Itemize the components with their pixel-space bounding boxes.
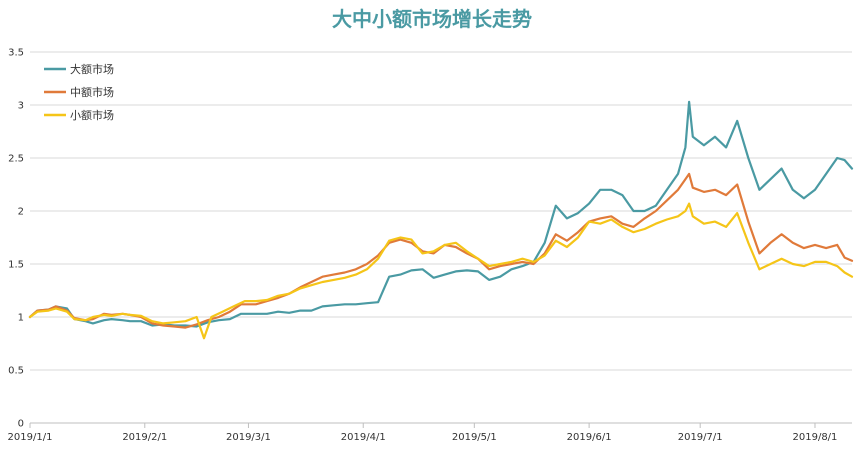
series-line-3 <box>28 202 854 340</box>
chart-title: 大中小额市场增长走势 <box>332 7 532 31</box>
legend-label: 大额市场 <box>70 62 114 76</box>
x-tick-label: 2019/3/1 <box>226 432 271 443</box>
y-tick-label: 2.5 <box>8 154 24 165</box>
x-tick-label: 2019/1/1 <box>8 432 53 443</box>
y-tick-label: 3 <box>18 101 24 112</box>
x-tick-label: 2019/7/1 <box>678 432 723 443</box>
y-tick-label: 0 <box>18 419 24 430</box>
x-tick-label: 2019/6/1 <box>567 432 612 443</box>
x-tick-label: 2019/2/1 <box>122 432 167 443</box>
x-tick-label: 2019/4/1 <box>341 432 386 443</box>
legend-label: 小额市场 <box>70 108 114 122</box>
series-lines <box>28 100 854 340</box>
axes: 0 0.5 1 1.5 2 2.5 3 3.5 2019/1/1 2019/2/1 2019/3/1… <box>8 48 838 444</box>
x-tick-label: 2019/5/1 <box>452 432 497 443</box>
y-tick-label: 0.5 <box>8 366 24 377</box>
y-tick-label: 3.5 <box>8 48 24 59</box>
legend-label: 中额市场 <box>70 85 114 99</box>
series-line-2 <box>28 172 854 329</box>
y-tick-label: 1.5 <box>8 260 24 271</box>
series-line-1 <box>28 100 854 328</box>
y-tick-label: 1 <box>18 313 24 324</box>
y-tick-label: 2 <box>18 207 24 218</box>
grid-lines <box>30 51 852 424</box>
x-tick-label: 2019/8/1 <box>793 432 838 443</box>
